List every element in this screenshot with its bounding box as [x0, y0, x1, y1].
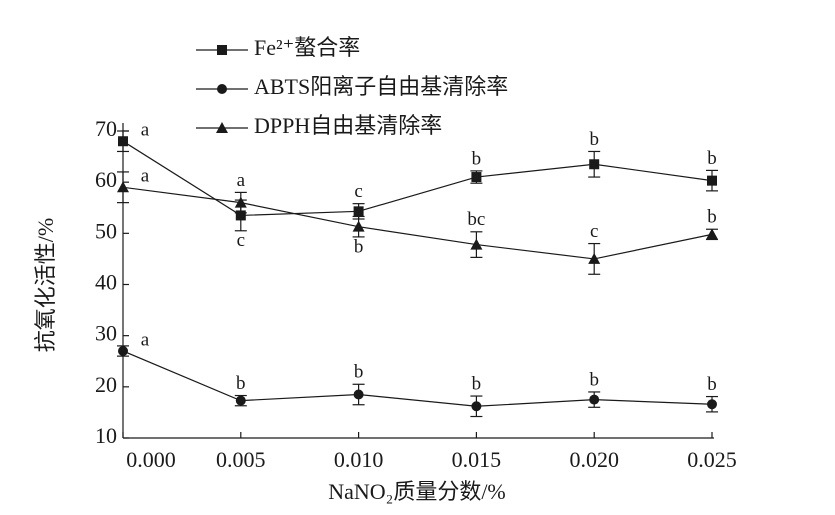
significance-letter: b [472, 148, 482, 169]
marker [471, 172, 482, 183]
marker [588, 252, 601, 264]
marker [235, 210, 246, 221]
legend-marker [216, 122, 228, 133]
marker [707, 399, 717, 410]
significance-letter: a [141, 120, 150, 141]
y-tick-label: 30 [95, 321, 117, 346]
x-tick-label: 0.020 [569, 447, 619, 472]
significance-letter: a [237, 170, 246, 191]
significance-letter: c [590, 221, 598, 242]
significance-letter: b [589, 129, 599, 150]
x-tick-label: 0.025 [687, 447, 737, 472]
marker [707, 175, 717, 186]
y-tick-label: 10 [95, 423, 117, 448]
marker [352, 220, 365, 232]
significance-letter: b [472, 373, 482, 394]
marker [706, 228, 718, 240]
marker [470, 238, 483, 250]
significance-letter: b [354, 362, 364, 383]
series-line [122, 350, 713, 407]
significance-letter: b [236, 373, 246, 394]
marker [118, 136, 128, 147]
marker [471, 401, 482, 412]
series-line [122, 186, 713, 260]
marker [353, 389, 364, 400]
significance-letter: a [141, 166, 150, 187]
marker [234, 196, 247, 208]
x-tick-label: 0.010 [334, 447, 384, 472]
y-tick-label: 40 [95, 270, 117, 295]
marker [117, 181, 129, 193]
significance-letter: b [589, 369, 599, 390]
legend-label: ABTS阳离子自由基清除率 [254, 74, 508, 99]
significance-letter: bc [467, 209, 485, 230]
x-tick-label: 0.000 [126, 447, 176, 472]
legend-label: Fe²⁺螯合率 [254, 35, 360, 60]
legend-marker [217, 45, 227, 55]
series-line [122, 140, 713, 217]
legend-marker [217, 84, 227, 94]
y-tick-label: 20 [95, 372, 117, 397]
marker [353, 206, 364, 217]
x-tick-label: 0.005 [216, 447, 266, 472]
y-axis-label: 抗氧化活性/% [33, 218, 58, 352]
marker [589, 394, 600, 405]
marker [589, 159, 600, 170]
significance-letter: b [354, 236, 364, 257]
legend-label: DPPH自由基清除率 [254, 113, 442, 138]
significance-letter: a [141, 329, 150, 350]
significance-letter: c [354, 181, 362, 202]
y-tick-label: 50 [95, 218, 117, 243]
y-tick-label: 70 [95, 116, 117, 141]
x-axis-label: NaNO₂质量分数/% [328, 479, 506, 504]
marker [235, 395, 246, 406]
marker [118, 346, 128, 357]
significance-letter: b [707, 207, 717, 228]
significance-letter: c [237, 230, 245, 251]
significance-letter: b [707, 374, 717, 395]
significance-letter: b [707, 148, 717, 169]
y-tick-label: 60 [95, 167, 117, 192]
x-tick-label: 0.015 [452, 447, 502, 472]
